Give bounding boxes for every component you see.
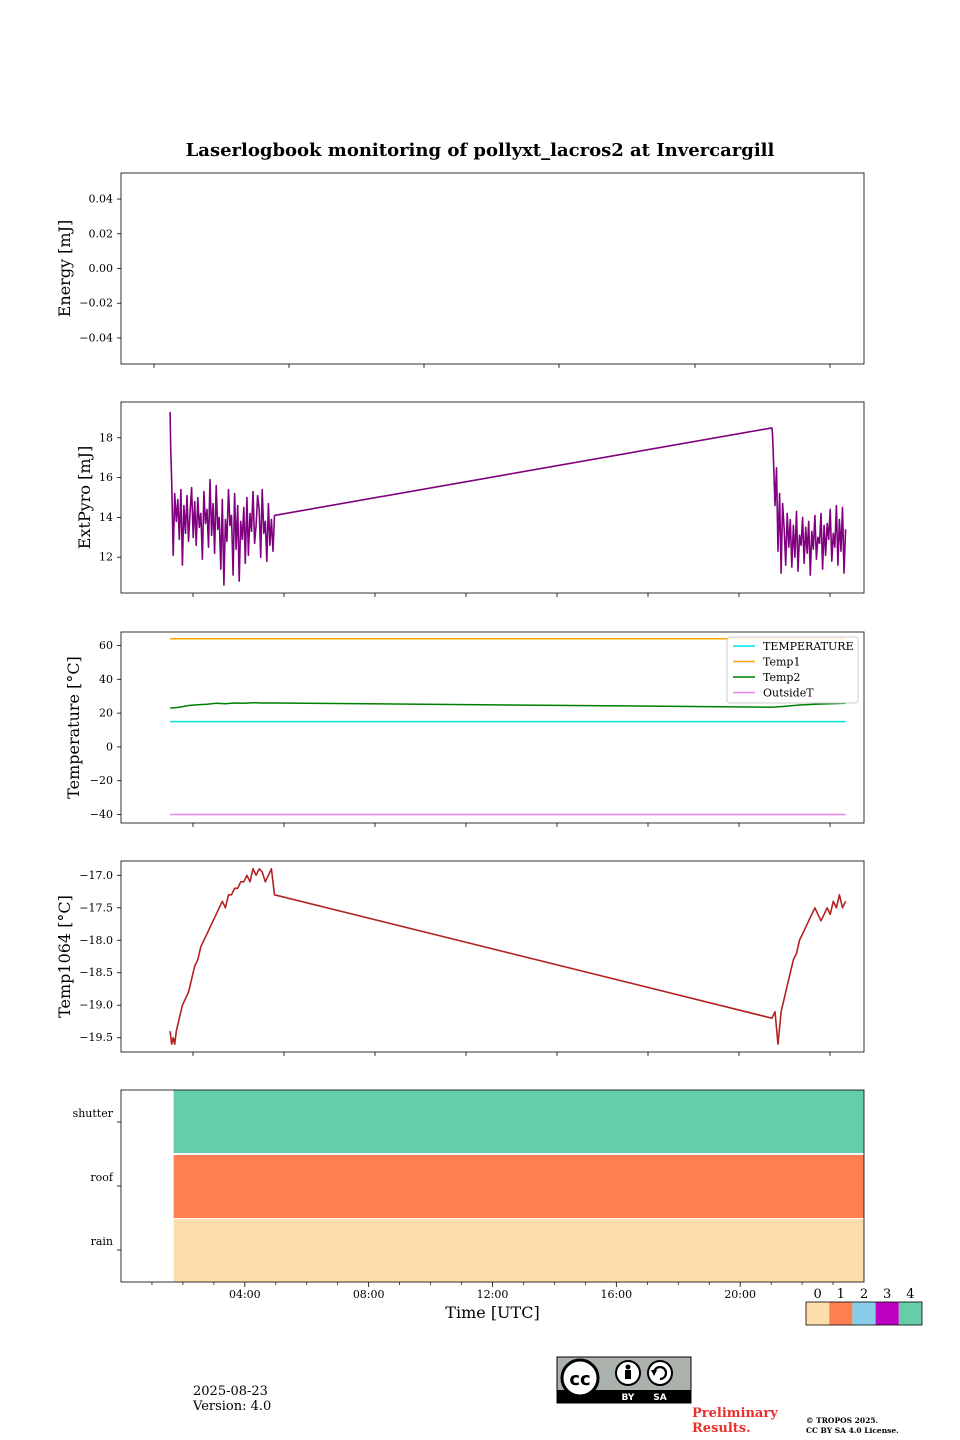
legend-entry-outsidet: OutsideT	[763, 687, 814, 700]
y-tick-label: 12	[99, 551, 113, 564]
colorbar-cell-2	[852, 1302, 876, 1325]
colorbar-label: 3	[883, 1287, 891, 1302]
y-axis-label: Temp1064 [°C]	[55, 895, 74, 1018]
colorbar-label: 2	[860, 1287, 868, 1302]
x-tick-label: 20:00	[724, 1288, 756, 1301]
y-tick-label: 14	[99, 511, 113, 524]
x-tick-label: 12:00	[477, 1288, 509, 1301]
y-tick-label: −17.0	[79, 869, 113, 882]
license-label: CC BY SA 4.0 License.	[806, 1426, 899, 1435]
share-alike-arrowhead-icon	[651, 1370, 657, 1376]
person-head-icon	[625, 1364, 631, 1370]
legend-entry-temp1: Temp1	[763, 656, 800, 669]
colorbar-label: 1	[837, 1287, 845, 1302]
sa-icon	[647, 1360, 673, 1386]
legend-box	[726, 636, 859, 704]
status-bar-rain	[173, 1219, 865, 1282]
plot-frame	[120, 401, 865, 594]
legend-entry-temp2: Temp2	[763, 671, 800, 684]
preliminary-label: Preliminary	[692, 1406, 778, 1421]
y-tick-label: 0.02	[89, 227, 114, 240]
y-tick-label: −18.0	[79, 934, 113, 947]
colorbar-cell-0	[806, 1302, 830, 1325]
chart-panel-3: 60 40 20 0 −20 −40 Temperature [°C] TEMPERATURE…	[64, 631, 865, 827]
status-panel: shutter roof rain 04:00 08:00 12:00 16:00 20:00…	[73, 1089, 865, 1322]
legend: TEMPERATURE Temp1 Temp2 OutsideT	[726, 636, 859, 704]
y-tick-label: 18	[99, 431, 113, 444]
cc-by-sa-icon: cc BY SA	[556, 1356, 692, 1404]
chart-panel-1: 0.04 0.02 0.00 −0.02 −0.04 Energy [mJ]	[55, 172, 865, 368]
y-tick-label: −17.5	[79, 901, 113, 914]
series-line-2-0	[169, 411, 847, 586]
y-tick-label: −19.5	[79, 1031, 113, 1044]
series-line-4-0	[169, 867, 847, 1045]
y-axis-label: ExtPyro [mJ]	[75, 446, 94, 549]
chart-panel-2: 12 14 16 18 ExtPyro [mJ]	[75, 401, 865, 597]
person-body-icon	[625, 1370, 631, 1379]
y-tick-label: −40	[90, 808, 113, 821]
y-tick-label: −20	[90, 774, 113, 787]
x-tick-label: 16:00	[600, 1288, 632, 1301]
y-axis-label: Temperature [°C]	[64, 656, 83, 799]
y-tick-label: 0.00	[89, 262, 114, 275]
y-tick-label: −0.02	[79, 297, 113, 310]
version-label: Version: 4.0	[193, 1399, 272, 1414]
sa-label: SA	[653, 1393, 666, 1403]
by-label: BY	[622, 1393, 635, 1403]
x-tick-label: 08:00	[353, 1288, 385, 1301]
status-bar-shutter	[173, 1090, 865, 1153]
date-label: 2025-08-23	[193, 1384, 268, 1399]
y-tick-label: −0.04	[79, 331, 113, 344]
y-tick-label: 40	[99, 673, 113, 686]
copyright-label: © TROPOS 2025.	[806, 1416, 879, 1425]
colorbar-cell-1	[829, 1302, 853, 1325]
colorbar-frame	[805, 1301, 923, 1326]
plot-frame	[120, 172, 865, 365]
status-bar-roof	[173, 1155, 865, 1218]
preliminary-label-2: Results.	[692, 1421, 751, 1436]
y-tick-label: −18.5	[79, 966, 113, 979]
status-label-rain: rain	[91, 1235, 113, 1248]
status-label-roof: roof	[90, 1171, 114, 1184]
y-tick-label: 16	[99, 471, 113, 484]
figure-title: Laserlogbook monitoring of pollyxt_lacro…	[185, 140, 775, 161]
colorbar-cell-3	[875, 1302, 899, 1325]
plot-frame	[120, 631, 865, 824]
cc-icon: cc	[569, 1369, 590, 1390]
x-axis-label: Time [UTC]	[445, 1303, 539, 1322]
y-tick-label: 60	[99, 639, 113, 652]
y-tick-label: −19.0	[79, 999, 113, 1012]
colorbar-label: 0	[813, 1287, 821, 1302]
status-label-shutter: shutter	[73, 1107, 114, 1120]
y-tick-label: 20	[99, 707, 113, 720]
y-axis-label: Energy [mJ]	[55, 220, 74, 318]
plot-frame	[120, 860, 865, 1053]
series-line-temp2	[170, 701, 846, 709]
cc-circle-icon	[560, 1358, 600, 1398]
chart-panel-4: −17.0 −17.5 −18.0 −18.5 −19.0 −19.5 Temp1064 […	[55, 860, 865, 1056]
colorbar-cell-4	[898, 1302, 922, 1325]
y-tick-label: 0.04	[89, 193, 114, 206]
y-tick-label: 0	[106, 740, 113, 753]
share-alike-arrow-icon	[652, 1365, 668, 1381]
x-tick-label: 04:00	[229, 1288, 261, 1301]
legend-entry-temperature: TEMPERATURE	[763, 640, 854, 653]
colorbar-label: 4	[906, 1287, 914, 1302]
